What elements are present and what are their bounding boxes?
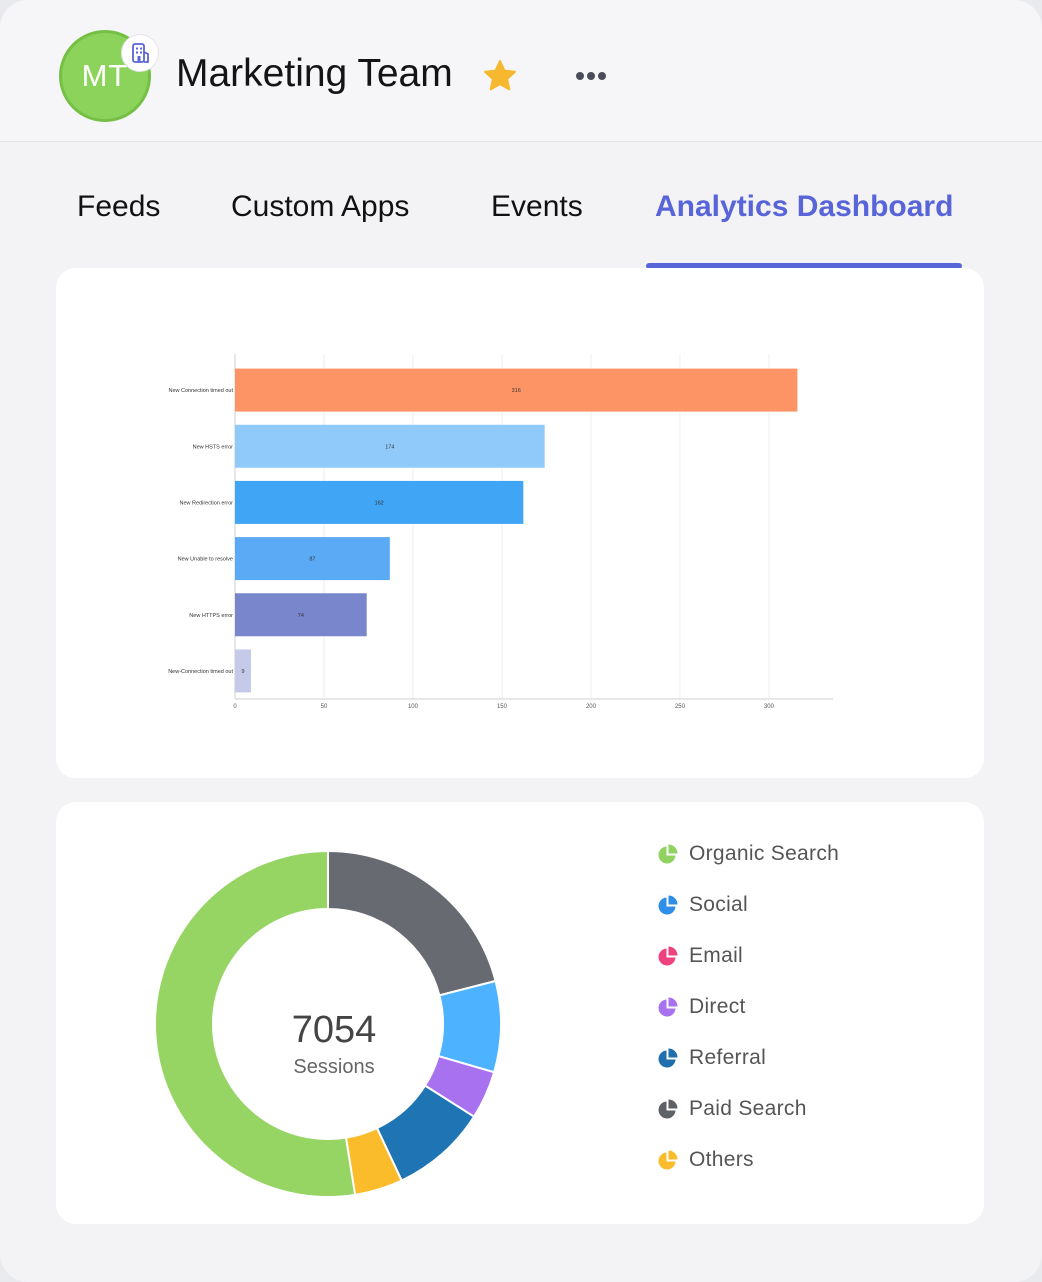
star-icon[interactable] — [482, 58, 518, 94]
team-header: MT Marketing Team — [0, 0, 1042, 142]
x-tick-label: 0 — [233, 704, 237, 710]
pie-icon — [658, 1150, 678, 1169]
legend-label: Paid Search — [689, 1097, 807, 1120]
y-tick-label: New Redirection error — [180, 500, 234, 506]
x-tick-label: 250 — [675, 704, 686, 710]
bar[interactable] — [235, 537, 390, 581]
x-tick-label: 300 — [764, 704, 775, 710]
x-tick-label: 150 — [497, 704, 508, 710]
donut-chart: 7054 Sessions — [154, 849, 502, 1198]
donut-chart-card: 7054 Sessions — [56, 802, 984, 1224]
y-tick-label: New HTTPS error — [189, 613, 233, 619]
bar-value-label: 9 — [241, 669, 244, 675]
building-icon — [121, 34, 159, 72]
tab-bar: Feeds Custom Apps Events Analytics Dashb… — [0, 190, 1042, 270]
pie-icon — [658, 946, 678, 965]
x-tick-label: 100 — [408, 704, 419, 710]
x-tick-label: 200 — [586, 704, 597, 710]
legend-item[interactable]: Social — [657, 889, 748, 921]
y-tick-label: New HSTS error — [193, 444, 234, 450]
legend-label: Direct — [689, 995, 746, 1018]
tab-analytics-dashboard[interactable]: Analytics Dashboard — [655, 190, 954, 223]
legend-label: Others — [689, 1148, 754, 1171]
team-title: Marketing Team — [176, 52, 453, 95]
y-tick-label: New Unable to resolve — [178, 557, 233, 563]
bar-value-label: 87 — [309, 557, 315, 563]
pie-icon — [658, 844, 678, 863]
legend-item[interactable]: Organic Search — [657, 838, 839, 870]
tab-custom-apps[interactable]: Custom Apps — [231, 190, 410, 223]
legend-item[interactable]: Email — [657, 940, 743, 972]
pie-icon — [658, 997, 678, 1016]
pie-icon — [658, 1099, 678, 1118]
legend-item[interactable]: Others — [657, 1144, 754, 1176]
bar[interactable] — [235, 424, 545, 468]
donut-slice[interactable] — [327, 849, 497, 997]
bar-value-label: 316 — [512, 388, 521, 394]
bar[interactable] — [235, 368, 798, 412]
bar-value-label: 162 — [375, 500, 384, 506]
y-tick-label: New Connection timed out — [168, 388, 233, 394]
active-tab-indicator — [646, 263, 962, 269]
bar[interactable] — [235, 593, 367, 637]
bar-chart: 0 50 100 150 200 250 300 New Connection timed o… — [168, 354, 833, 710]
tab-feeds[interactable]: Feeds — [77, 190, 161, 223]
bar-value-label: 174 — [385, 444, 394, 450]
bar-chart-card: 0 50 100 150 200 250 300 New Connection timed o… — [56, 268, 984, 778]
legend-label: Organic Search — [689, 842, 840, 865]
tab-events[interactable]: Events — [491, 190, 583, 223]
legend-item[interactable]: Direct — [657, 991, 746, 1023]
legend-item[interactable]: Paid Search — [657, 1093, 807, 1125]
avatar-initials: MT — [81, 58, 129, 93]
pie-icon — [658, 895, 678, 914]
bar-value-label: 74 — [298, 613, 304, 619]
legend-item[interactable]: Referral — [657, 1042, 766, 1074]
bar[interactable] — [235, 480, 524, 524]
legend-label: Email — [689, 944, 744, 967]
more-horizontal-icon[interactable] — [575, 70, 607, 82]
legend-label: Referral — [689, 1046, 767, 1069]
donut-slice[interactable] — [154, 849, 357, 1198]
pie-icon — [658, 1048, 678, 1067]
bar[interactable] — [235, 649, 252, 693]
donut-center-value: 7054 — [292, 1009, 377, 1051]
donut-center-label: Sessions — [293, 1056, 374, 1078]
legend-label: Social — [689, 893, 748, 916]
y-tick-label: New-Connection timed out — [168, 669, 233, 675]
x-tick-label: 50 — [321, 704, 328, 710]
